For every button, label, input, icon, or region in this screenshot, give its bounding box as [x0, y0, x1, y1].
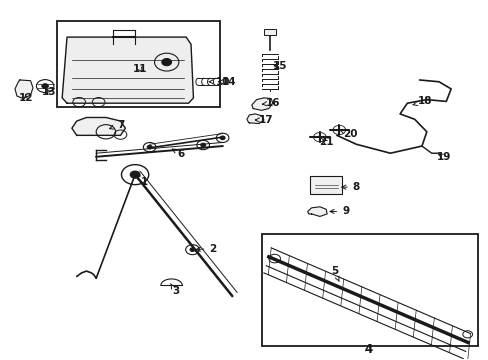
Text: 7: 7	[109, 120, 124, 130]
Text: 18: 18	[412, 96, 432, 107]
Bar	[57, 21, 220, 107]
Text: 6: 6	[172, 149, 184, 159]
Polygon shape	[246, 114, 264, 123]
Text: 14: 14	[218, 77, 236, 87]
Text: 21: 21	[318, 138, 333, 148]
Circle shape	[162, 59, 171, 66]
Polygon shape	[72, 117, 125, 135]
FancyBboxPatch shape	[264, 29, 276, 35]
Text: 20: 20	[340, 129, 357, 139]
Circle shape	[190, 248, 195, 251]
Circle shape	[130, 171, 140, 178]
Polygon shape	[307, 207, 326, 216]
Bar	[261, 234, 477, 346]
Circle shape	[220, 136, 224, 140]
Text: 17: 17	[255, 115, 273, 125]
Text: 19: 19	[436, 152, 450, 162]
Circle shape	[41, 84, 48, 89]
Polygon shape	[62, 37, 193, 103]
Text: 15: 15	[272, 61, 286, 71]
Text: 3: 3	[170, 284, 179, 296]
Text: 13: 13	[41, 87, 56, 98]
Text: 9: 9	[329, 206, 348, 216]
Text: 5: 5	[330, 266, 339, 282]
Text: 10: 10	[209, 77, 230, 87]
Text: 2: 2	[196, 244, 216, 253]
Text: 11: 11	[132, 64, 147, 73]
Circle shape	[147, 145, 152, 149]
Text: 16: 16	[262, 98, 279, 108]
Text: 1: 1	[136, 175, 148, 187]
Polygon shape	[15, 80, 33, 99]
FancyBboxPatch shape	[309, 176, 341, 194]
Text: 12: 12	[19, 93, 33, 103]
Polygon shape	[161, 279, 182, 285]
Text: 4: 4	[364, 343, 372, 356]
Polygon shape	[251, 98, 272, 111]
Circle shape	[201, 143, 205, 147]
Text: 8: 8	[341, 182, 359, 192]
